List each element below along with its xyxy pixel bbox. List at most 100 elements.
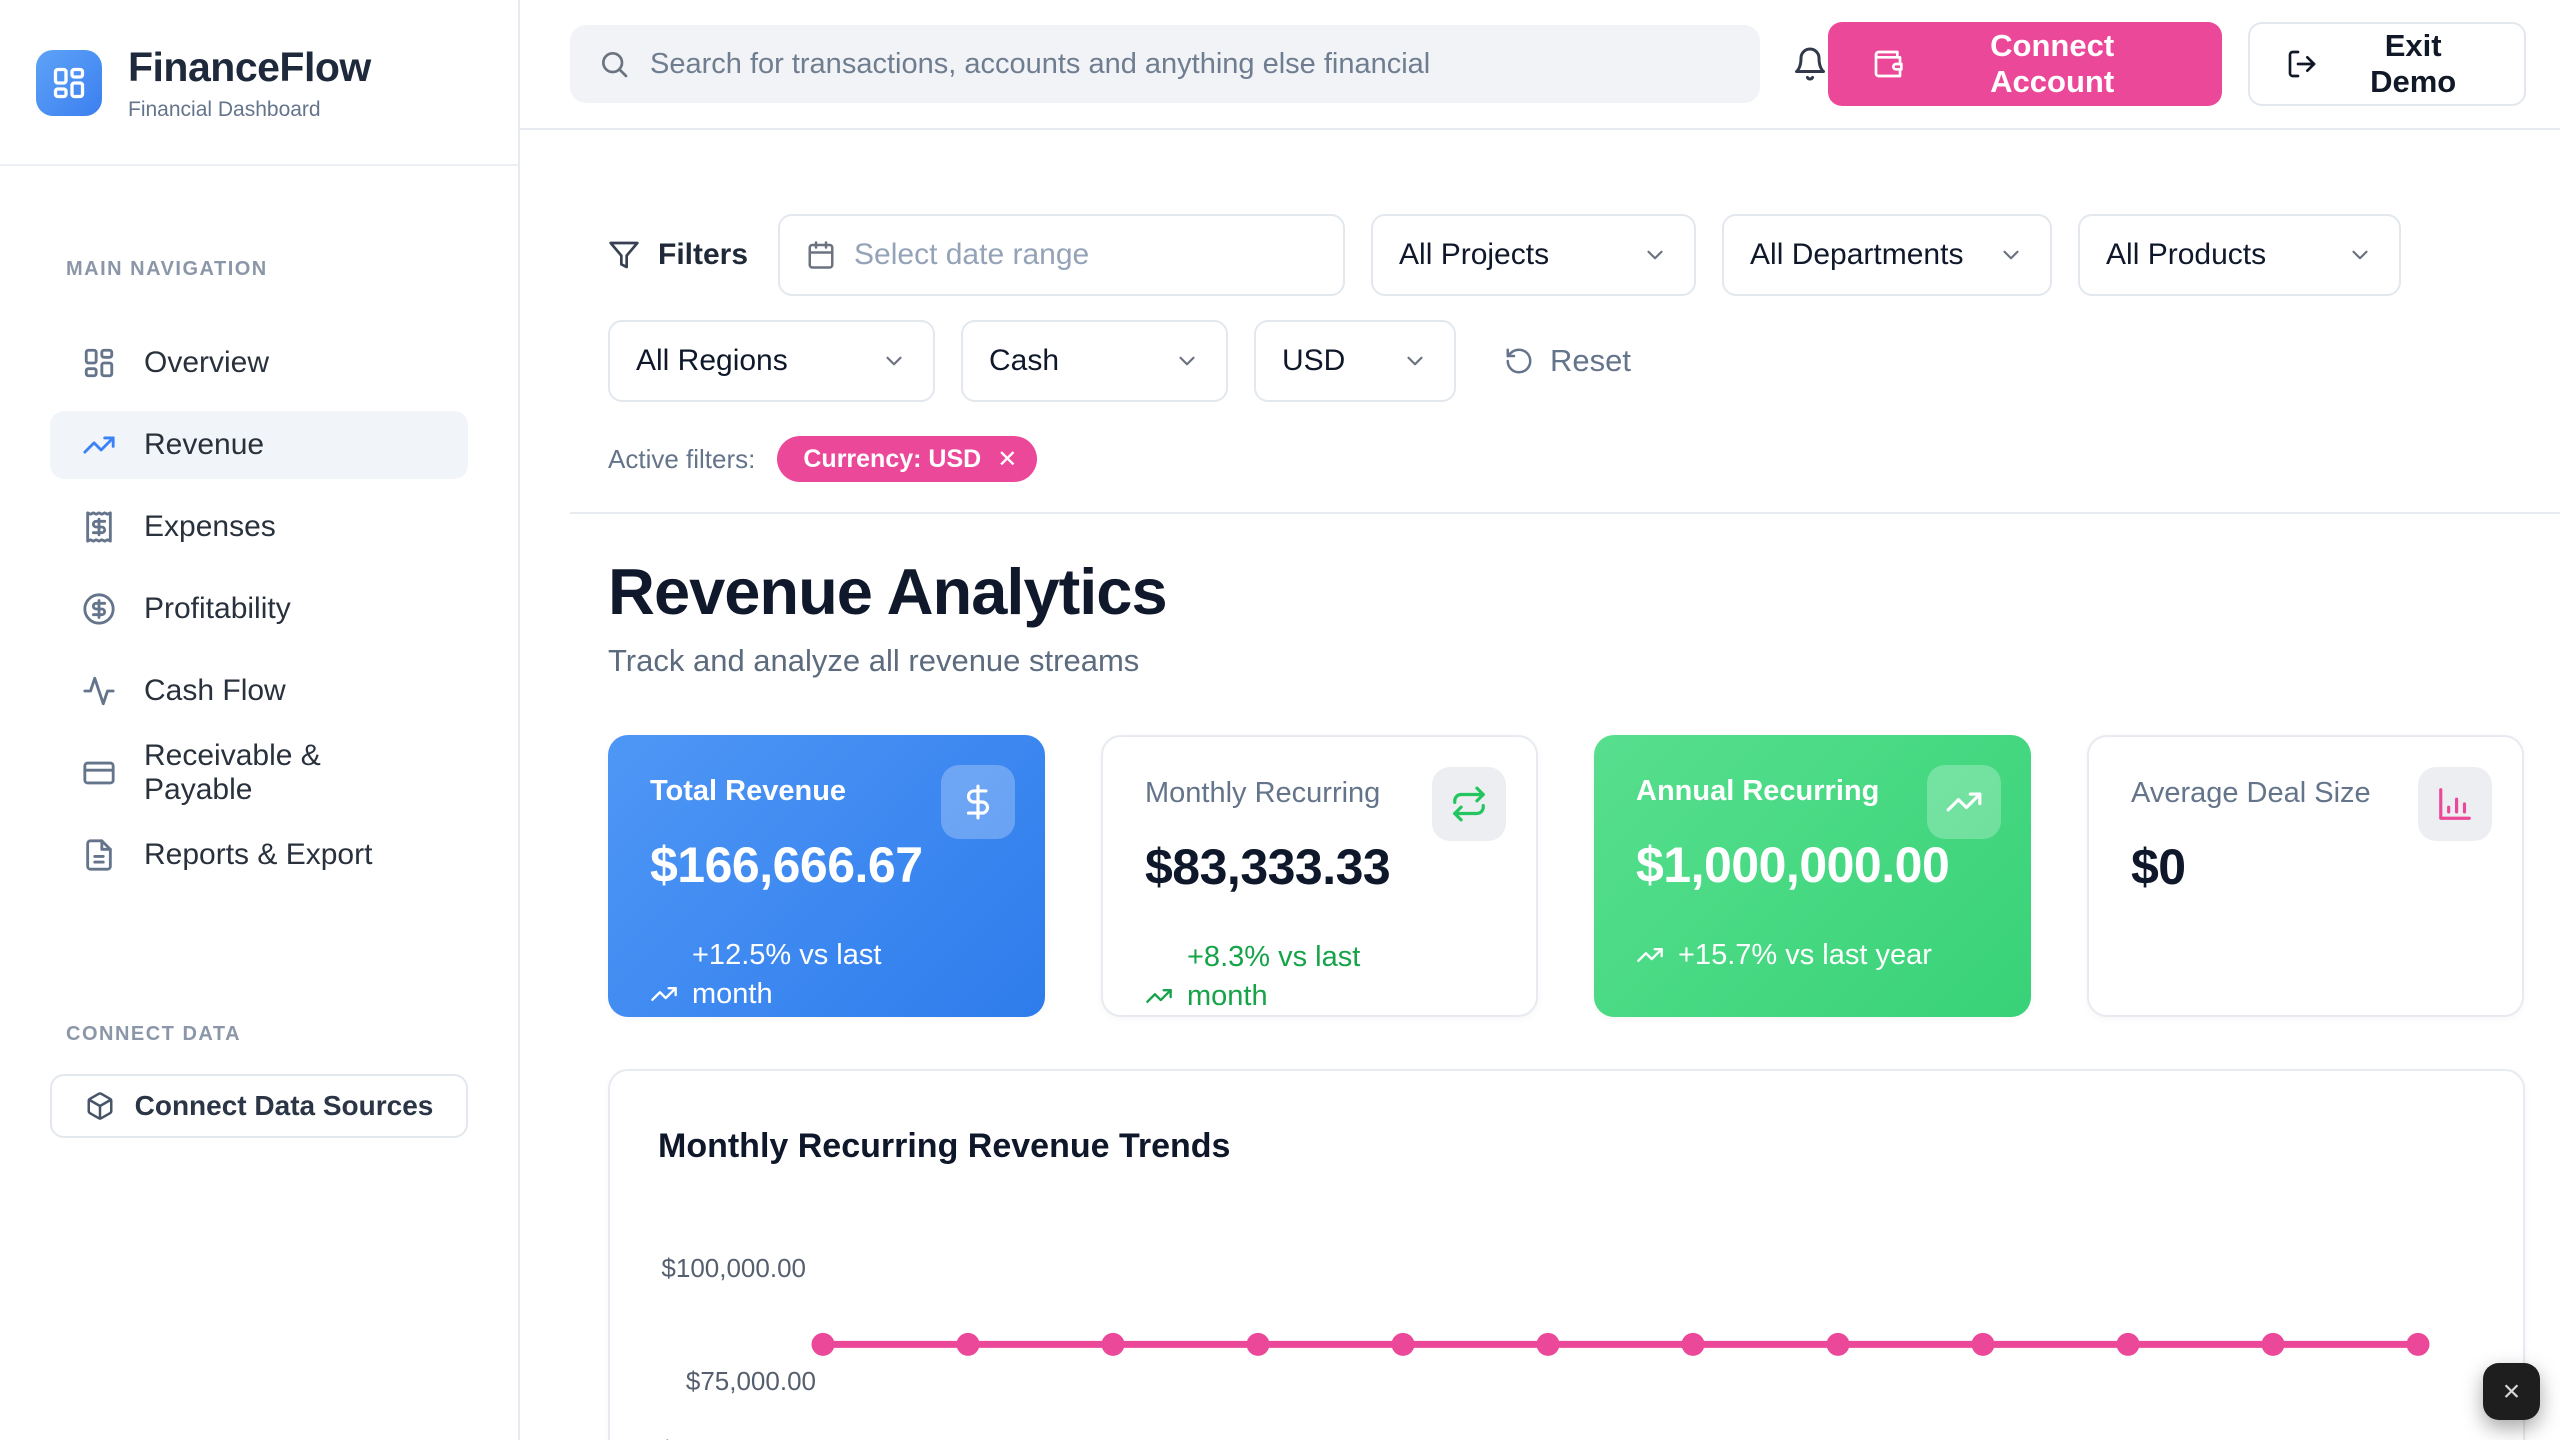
dashboard-icon (82, 346, 116, 380)
dollar-circle-icon (82, 592, 116, 626)
repeat-icon (1432, 767, 1506, 841)
brand-text: FinanceFlow Financial Dashboard (128, 44, 371, 122)
bar-chart-icon (2418, 767, 2492, 841)
app-logo-icon (36, 50, 102, 116)
kpi-label: Total Revenue (650, 775, 847, 807)
trend-up-icon (650, 980, 678, 1014)
trend-up-icon (1145, 982, 1173, 1016)
filters-section: Filters Select date range All Projects A… (570, 130, 2560, 514)
global-search[interactable] (570, 25, 1760, 103)
kpi-delta-text: +12.5% vs last month (692, 939, 882, 1011)
close-widget-button[interactable]: × (2483, 1363, 2540, 1420)
sidebar-item-cash-flow[interactable]: Cash Flow (50, 657, 468, 725)
kpi-cards: Total Revenue $166,666.67 +12.5% vs last… (608, 735, 2560, 1017)
active-filters-label: Active filters: (608, 443, 756, 474)
regions-filter-value: All Regions (636, 344, 788, 377)
regions-filter-dropdown[interactable]: All Regions (608, 320, 935, 402)
kpi-value: $0 (2131, 839, 2186, 895)
sidebar-item-reports-export[interactable]: Reports & Export (50, 821, 468, 889)
exit-demo-button[interactable]: Exit Demo (2248, 22, 2526, 106)
page-subtitle: Track and analyze all revenue streams (608, 643, 1140, 678)
departments-filter-dropdown[interactable]: All Departments (1722, 214, 2053, 296)
sidebar-item-receivable-payable[interactable]: Receivable & Payable (50, 739, 468, 807)
connect-data-sources-button[interactable]: Connect Data Sources (50, 1074, 468, 1138)
connect-data-section-label: CONNECT DATA (66, 1023, 242, 1045)
sidebar-item-label: Receivable & Payable (144, 739, 321, 806)
kpi-label: Average Deal Size (2131, 777, 2371, 809)
kpi-label: Annual Recurring (1636, 775, 1880, 807)
products-filter-dropdown[interactable]: All Products (2078, 214, 2402, 296)
credit-card-icon (82, 756, 116, 790)
kpi-card-annual-recurring: Annual Recurring $1,000,000.00 +15.7% vs… (1594, 735, 2031, 1017)
chevron-down-icon (1998, 242, 2024, 268)
mrr-line-chart: $100,000.00 $75,000.00 $ (610, 1071, 2527, 1440)
box-icon (85, 1091, 115, 1121)
main-column: Connect Account Exit Demo Filters (520, 0, 2560, 1440)
kpi-value: $166,666.67 (650, 837, 923, 893)
brand-subtitle: Financial Dashboard (128, 98, 321, 121)
sidebar-item-label: Overview (144, 346, 270, 379)
date-range-input[interactable]: Select date range (778, 214, 1346, 296)
y-axis-tick: $75,000.00 (685, 1366, 816, 1396)
sidebar-item-profitability[interactable]: Profitability (50, 575, 468, 643)
kpi-card-total-revenue: Total Revenue $166,666.67 +12.5% vs last… (608, 735, 1045, 1017)
trend-badge-icon (1927, 765, 2001, 839)
projects-filter-dropdown[interactable]: All Projects (1371, 214, 1697, 296)
chevron-down-icon (1174, 348, 1200, 374)
line-series (811, 1332, 2430, 1356)
kpi-delta-text: +8.3% vs last month (1187, 941, 1361, 1013)
kpi-card-monthly-recurring: Monthly Recurring $83,333.33 +8.3% vs la… (1101, 735, 1538, 1017)
sidebar-item-expenses[interactable]: Expenses (50, 493, 468, 561)
filters-row-1: Filters Select date range All Projects A… (570, 214, 2560, 296)
sidebar-item-label: Profitability (144, 592, 291, 625)
y-axis-tick-clipped: $ (660, 1435, 700, 1440)
currency-filter-dropdown[interactable]: USD (1254, 320, 1456, 402)
products-filter-value: All Products (2106, 238, 2267, 271)
connect-data-sources-label: Connect Data Sources (134, 1090, 434, 1121)
kpi-value: $1,000,000.00 (1636, 837, 1950, 893)
filters-row-2: All Regions Cash USD Reset (570, 320, 2560, 402)
departments-filter-value: All Departments (1750, 238, 1964, 271)
kpi-label: Monthly Recurring (1145, 777, 1381, 809)
filters-title: Filters (608, 238, 748, 272)
sidebar: FinanceFlow Financial Dashboard MAIN NAV… (0, 0, 520, 1440)
date-range-placeholder: Select date range (854, 238, 1090, 271)
chevron-down-icon (1642, 242, 1668, 268)
sidebar-item-overview[interactable]: Overview (50, 329, 468, 397)
exit-demo-label: Exit Demo (2370, 28, 2457, 99)
sidebar-item-label: Expenses (144, 510, 276, 543)
active-filter-chip-text: Currency: USD (803, 444, 982, 473)
sidebar-item-label: Reports & Export (144, 838, 373, 871)
file-text-icon (82, 838, 116, 872)
page-head: Revenue Analytics Track and analyze all … (608, 554, 2560, 679)
dollar-icon (941, 765, 1015, 839)
chevron-down-icon (2347, 242, 2373, 268)
kpi-card-average-deal-size: Average Deal Size $0 (2087, 735, 2524, 1017)
content: Filters Select date range All Projects A… (520, 130, 2560, 1440)
brand-title: FinanceFlow (128, 44, 371, 90)
search-icon (598, 48, 630, 80)
sidebar-item-revenue[interactable]: Revenue (50, 411, 468, 479)
wallet-icon (1872, 48, 1904, 80)
basis-filter-dropdown[interactable]: Cash (961, 320, 1228, 402)
search-input[interactable] (650, 47, 1732, 81)
brand: FinanceFlow Financial Dashboard (0, 0, 518, 166)
kpi-value: $83,333.33 (1145, 839, 1391, 895)
reset-filters-button[interactable]: Reset (1504, 343, 1631, 379)
currency-filter-value: USD (1282, 344, 1346, 377)
calendar-icon (806, 240, 836, 270)
chevron-down-icon (1402, 348, 1428, 374)
filters-label: Filters (658, 238, 749, 271)
sidebar-item-label: Revenue (144, 428, 265, 461)
sidebar-item-label: Cash Flow (144, 674, 286, 707)
topbar-actions: Connect Account Exit Demo (1827, 22, 2526, 106)
receipt-icon (82, 510, 116, 544)
connect-account-label: Connect Account (1990, 28, 2115, 99)
active-filters-row: Active filters: Currency: USD ✕ (570, 436, 2560, 482)
reset-icon (1504, 346, 1534, 376)
remove-filter-icon[interactable]: ✕ (997, 445, 1018, 473)
notifications-bell-icon[interactable] (1792, 46, 1828, 82)
connect-account-button[interactable]: Connect Account (1827, 22, 2223, 106)
chart-title: Monthly Recurring Revenue Trends (658, 1127, 1231, 1165)
active-filter-chip: Currency: USD ✕ (777, 436, 1038, 482)
